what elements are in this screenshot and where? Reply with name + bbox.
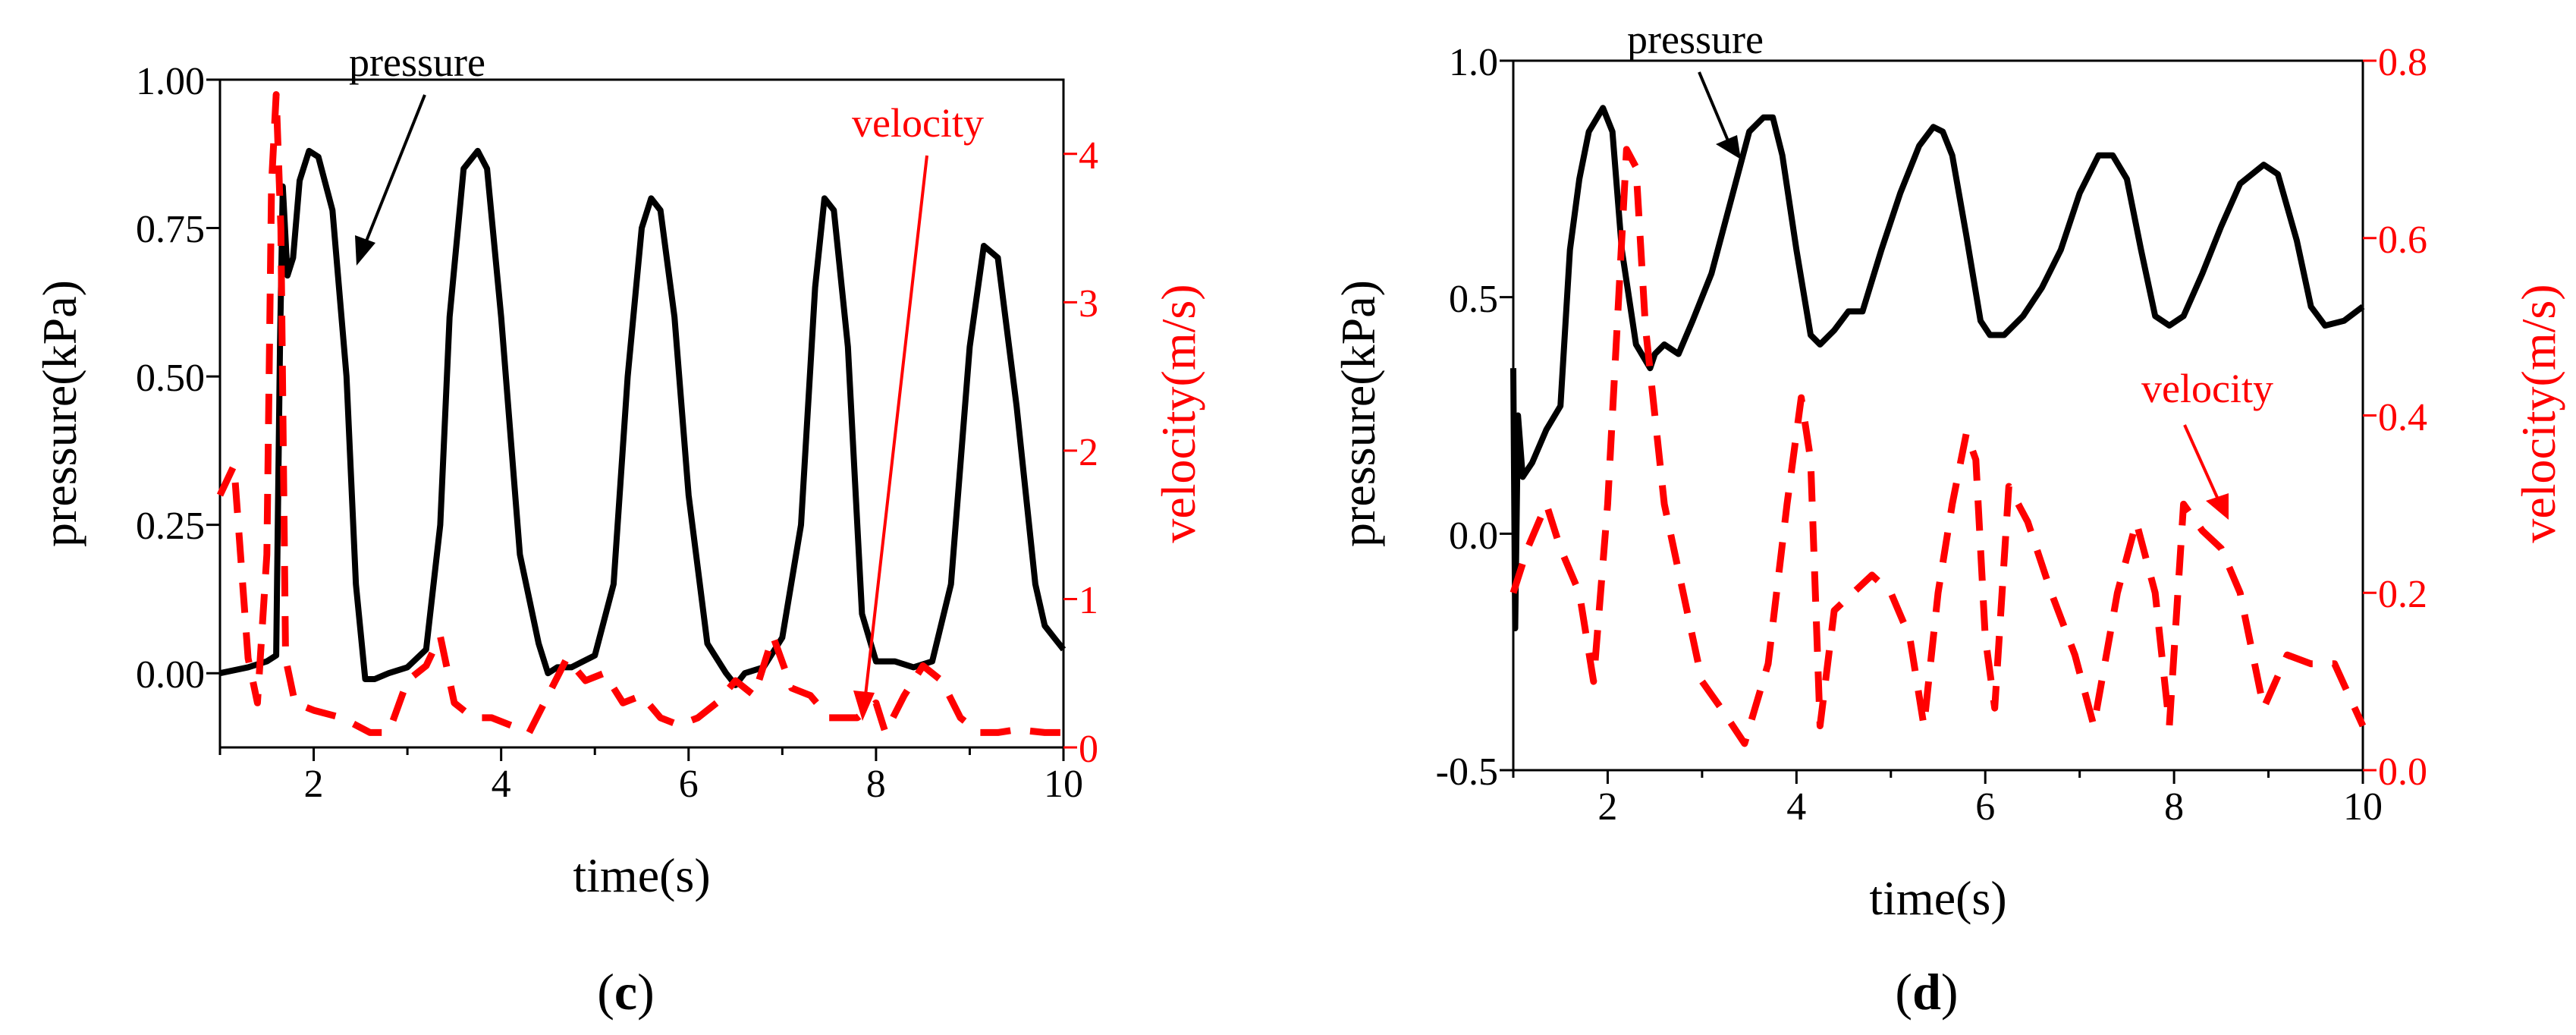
- chart-c-y2tick-label-4: 4: [1079, 134, 1098, 178]
- chart-d-xtick-label-4: 4: [1786, 785, 1806, 829]
- chart-c-y2tick-label-2: 2: [1079, 431, 1098, 474]
- chart-c-series-layer: [216, 91, 1067, 736]
- chart-d-ytick-label-0.5: 0.5: [1449, 278, 1498, 321]
- chart-d-xtick-label-8: 8: [2164, 785, 2184, 829]
- chart-c-series-velocity: [216, 91, 1063, 736]
- chart-d-velocity-arrow: [2183, 424, 2220, 502]
- chart-d-pressure-annotation: pressure: [1627, 17, 1764, 62]
- chart-d-series-pressure: [1510, 105, 2365, 631]
- chart-c-xtick-label-4: 4: [492, 763, 511, 806]
- chart-d-ytick-label-0.0: 0.0: [1449, 514, 1498, 558]
- chart-c-xtick-label-10: 10: [1044, 763, 1083, 806]
- chart-d-xtick-label-6: 6: [1975, 785, 1995, 829]
- chart-d-velocity-annotation: velocity: [2141, 366, 2273, 411]
- chart-c-xtick-label-2: 2: [304, 763, 324, 806]
- chart-c-ticks: [206, 78, 1077, 761]
- chart-d-y2-axis-label: velocity(m/s): [2512, 284, 2565, 543]
- chart-d: 2 4 6 8 10 -0.5 0.0 0.5 1.0 0.0 0.2 0.4 …: [1331, 17, 2565, 1021]
- chart-c-pressure-arrow: [361, 94, 426, 251]
- chart-d-pressure-arrowhead: [1716, 135, 1741, 159]
- chart-d-y2tick-label-0.8: 0.8: [2378, 41, 2427, 84]
- chart-c-x-axis-label: time(s): [573, 848, 710, 902]
- chart-c-y2tick-label-0: 0: [1079, 728, 1098, 771]
- chart-d-ticks: [1500, 59, 2377, 784]
- chart-d-xtick-label-2: 2: [1597, 785, 1617, 829]
- chart-c-ytick-label-0.75: 0.75: [136, 208, 205, 251]
- chart-c-pressure-arrowhead: [355, 235, 375, 266]
- chart-c-panel-label: (c): [597, 963, 655, 1021]
- chart-d-y2tick-label-0.0: 0.0: [2378, 750, 2427, 794]
- chart-d-ytick-label-1.0: 1.0: [1449, 41, 1498, 84]
- chart-d-y2tick-label-0.2: 0.2: [2378, 573, 2427, 616]
- chart-d-velocity-arrowhead: [2206, 493, 2229, 520]
- chart-c-y-axis-label: pressure(kPa): [33, 280, 86, 547]
- chart-c-xtick-label-8: 8: [866, 763, 886, 806]
- chart-c-velocity-arrowhead: [853, 691, 875, 721]
- chart-c-y2-axis-label: velocity(m/s): [1151, 284, 1205, 543]
- chart-d-panel-label: (d): [1895, 963, 1958, 1021]
- chart-c-y2tick-label-3: 3: [1079, 282, 1098, 326]
- chart-d-ytick-label--0.5: -0.5: [1436, 750, 1498, 794]
- chart-c-xtick-label-6: 6: [679, 763, 699, 806]
- chart-c-ytick-label-0.25: 0.25: [136, 505, 205, 548]
- chart-c-series-pressure: [219, 147, 1067, 688]
- chart-d-series-velocity: [1509, 146, 2367, 747]
- chart-c-ytick-label-0.50: 0.50: [136, 357, 205, 400]
- chart-c-ytick-label-0.00: 0.00: [136, 653, 205, 697]
- chart-d-pressure-arrow: [1698, 71, 1731, 145]
- chart-d-xtick-label-10: 10: [2343, 785, 2383, 829]
- chart-c-ytick-label-1.00: 1.00: [136, 60, 205, 103]
- chart-d-y2tick-label-0.6: 0.6: [2378, 219, 2427, 262]
- chart-c-velocity-annotation: velocity: [852, 100, 984, 146]
- chart-c-plot-frame: [218, 78, 1065, 749]
- chart-d-y2tick-label-0.4: 0.4: [2378, 396, 2427, 439]
- chart-c: 2 4 6 8 10 0.00 0.25 0.50 0.75 1.00 0 1 …: [33, 39, 1205, 1021]
- chart-c-y2tick-label-1: 1: [1079, 579, 1098, 622]
- chart-d-series-layer: [1509, 105, 2367, 747]
- chart-c-velocity-arrow: [863, 155, 928, 703]
- chart-c-pressure-annotation: pressure: [349, 39, 485, 85]
- chart-d-plot-frame: [1512, 59, 2364, 772]
- chart-d-y-axis-label: pressure(kPa): [1331, 280, 1385, 547]
- chart-d-x-axis-label: time(s): [1869, 871, 2006, 925]
